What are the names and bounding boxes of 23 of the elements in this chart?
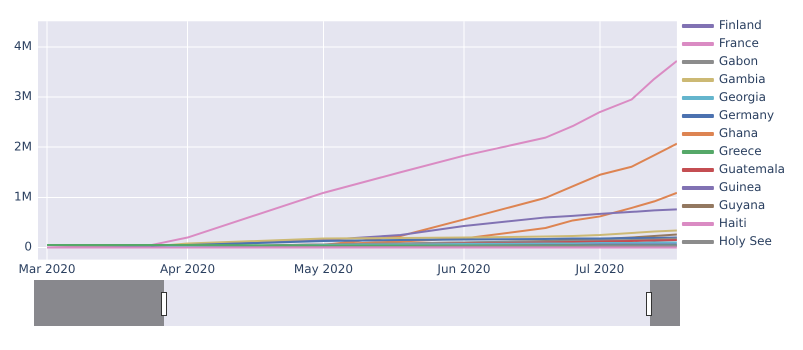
x-tick-label: Mar 2020: [18, 262, 76, 276]
legend-label: Holy See: [718, 234, 772, 248]
x-tick-label: Jun 2020: [436, 262, 490, 276]
y-tick-label: 1M: [14, 189, 32, 204]
x-tick-label: Apr 2020: [160, 262, 216, 276]
legend-label: Guinea: [718, 180, 762, 194]
legend-label: Greece: [718, 144, 762, 158]
y-tick-label: 3M: [14, 89, 32, 104]
y-tick-label: 2M: [14, 139, 32, 154]
legend-label: Georgia: [718, 90, 766, 104]
legend-label: Gambia: [718, 72, 766, 86]
legend-label: Haiti: [718, 216, 747, 230]
x-tick-label: May 2020: [294, 262, 354, 276]
y-tick-label: 0: [24, 240, 32, 254]
legend-label: Guyana: [718, 198, 766, 212]
legend-label: France: [718, 36, 759, 50]
legend-label: Guatemala: [718, 162, 785, 176]
x-tick-label: Jul 2020: [574, 262, 624, 276]
legend-label: Germany: [718, 108, 774, 122]
legend-label: Finland: [718, 18, 762, 32]
y-tick-label: 4M: [14, 38, 32, 53]
legend-label: Gabon: [718, 54, 758, 68]
legend-label: Ghana: [718, 126, 758, 140]
